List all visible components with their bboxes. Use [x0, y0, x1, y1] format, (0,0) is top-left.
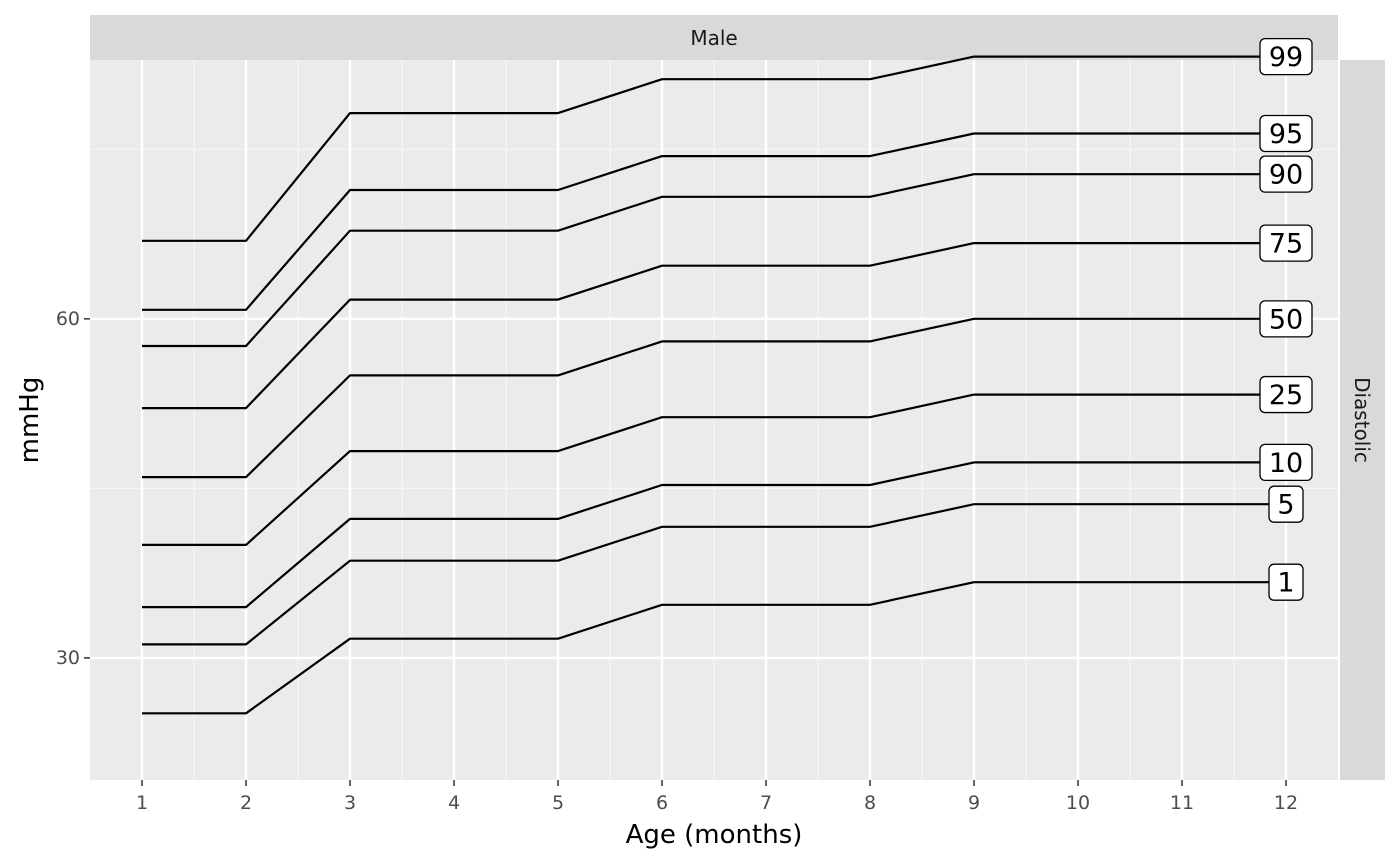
percentile-label-p5: 5	[1268, 485, 1304, 523]
percentile-label-p1: 1	[1268, 563, 1304, 601]
facet-label-right: Diastolic	[1350, 377, 1374, 463]
percentile-label-box	[1259, 37, 1313, 76]
facet-strip-top	[90, 15, 1338, 60]
percentile-label-box	[1259, 300, 1313, 338]
series-line-p5	[142, 503, 1286, 646]
x-tick-label: 2	[240, 792, 252, 814]
y-tick-label: 30	[56, 647, 80, 669]
facet-label-top: Male	[690, 26, 737, 50]
series-line-p50	[142, 317, 1286, 479]
y-tick-label: 60	[56, 308, 80, 330]
series-line-p25	[142, 393, 1286, 547]
series-line-p90	[142, 173, 1286, 348]
series-line-p1	[142, 581, 1286, 715]
percentile-label-p75: 75	[1259, 224, 1313, 262]
percentile-label-text: 25	[1269, 380, 1303, 411]
series-lines	[142, 55, 1286, 715]
series-line-p10	[142, 461, 1286, 609]
x-tick-label: 12	[1274, 792, 1298, 814]
percentile-label-text: 10	[1269, 448, 1303, 479]
percentile-label-box	[1259, 375, 1313, 414]
minor-gridlines	[90, 60, 1338, 780]
percentile-labels: 99 95 90 75 50 25 10 5 1	[1259, 37, 1313, 601]
percentile-label-p99: 99	[1259, 37, 1313, 76]
percentile-label-text: 90	[1269, 160, 1303, 191]
percentile-label-text: 1	[1277, 568, 1294, 599]
x-axis-ticks: 1 2 3 4 5 6 7 8 9 10 11 12	[136, 780, 1298, 814]
percentile-label-box	[1259, 224, 1313, 262]
x-tick-label: 7	[760, 792, 772, 814]
percentile-label-text: 99	[1269, 42, 1303, 73]
x-tick-label: 4	[448, 792, 460, 814]
x-tick-label: 5	[552, 792, 564, 814]
x-tick-label: 6	[656, 792, 668, 814]
percentile-label-text: 75	[1269, 229, 1303, 260]
x-tick-label: 9	[968, 792, 980, 814]
x-tick-label: 3	[344, 792, 356, 814]
percentile-label-p50: 50	[1259, 300, 1313, 338]
percentile-label-text: 5	[1277, 490, 1294, 521]
x-tick-label: 8	[864, 792, 876, 814]
percentile-label-p95: 95	[1259, 114, 1313, 153]
percentile-label-p90: 90	[1259, 155, 1313, 193]
y-axis-title: mmHg	[15, 377, 45, 464]
x-tick-label: 11	[1170, 792, 1194, 814]
x-axis-title: Age (months)	[626, 820, 803, 850]
series-line-p99	[142, 55, 1286, 242]
percentile-label-box	[1259, 443, 1313, 482]
series-line-p75	[142, 242, 1286, 410]
y-axis-ticks: 30 60	[56, 308, 90, 669]
series-line-p95	[142, 132, 1286, 311]
percentile-label-p10: 10	[1259, 443, 1313, 482]
x-tick-label: 10	[1066, 792, 1090, 814]
percentile-label-text: 50	[1269, 304, 1303, 335]
percentile-label-box	[1259, 155, 1313, 193]
facet-strip-right	[1340, 60, 1385, 780]
percentile-label-p25: 25	[1259, 375, 1313, 414]
percentile-label-text: 95	[1269, 119, 1303, 150]
x-tick-label: 1	[136, 792, 148, 814]
percentile-label-box	[1268, 563, 1304, 601]
percentile-label-box	[1268, 485, 1304, 523]
percentile-label-box	[1259, 114, 1313, 153]
major-gridlines	[90, 60, 1338, 780]
